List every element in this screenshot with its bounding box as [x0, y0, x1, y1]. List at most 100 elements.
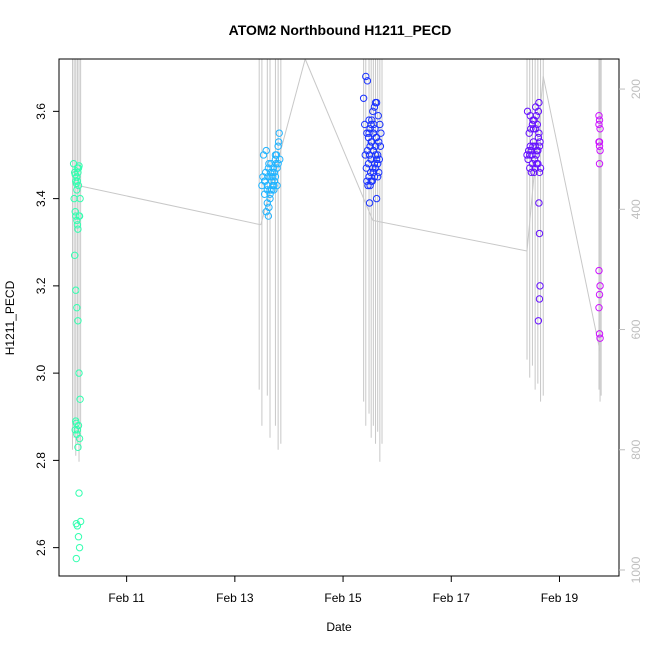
- data-point: [595, 138, 604, 146]
- data-point: [373, 160, 382, 168]
- data-point: [596, 146, 604, 155]
- data-point: [595, 303, 603, 312]
- data-point: [595, 290, 604, 299]
- data-point: [73, 303, 81, 312]
- plot-frame: [58, 58, 620, 577]
- data-point: [596, 282, 604, 290]
- data-point: [372, 98, 381, 107]
- data-point: [274, 138, 283, 146]
- data-point: [595, 142, 604, 150]
- data-point: [74, 164, 83, 172]
- data-point: [368, 177, 376, 185]
- data-point: [372, 155, 381, 164]
- series-4: [523, 98, 545, 325]
- data-point: [533, 160, 541, 168]
- data-point: [267, 173, 275, 181]
- data-point: [74, 533, 83, 541]
- data-point: [366, 181, 374, 190]
- y2-tick-label: 400: [629, 199, 643, 219]
- data-point: [373, 173, 382, 181]
- chart-title: ATOM2 Northbound H1211_PECD: [229, 22, 452, 38]
- data-point: [270, 186, 278, 194]
- data-point: [370, 160, 379, 168]
- data-point: [535, 168, 544, 177]
- data-point: [75, 489, 83, 497]
- data-point: [271, 151, 280, 159]
- data-point: [372, 133, 380, 142]
- data-point: [535, 295, 544, 303]
- data-point: [263, 199, 272, 207]
- data-point: [530, 168, 538, 177]
- data-point: [73, 173, 81, 181]
- data-point: [74, 225, 82, 233]
- data-point: [269, 168, 277, 177]
- trajectory-segment: [77, 185, 261, 226]
- data-point: [364, 181, 372, 190]
- data-point: [371, 142, 380, 150]
- y-tick-label: 2.8: [34, 452, 48, 469]
- data-point: [369, 164, 377, 172]
- data-point: [533, 120, 541, 129]
- series-5: [595, 112, 604, 342]
- x-axis-label: Date: [326, 620, 352, 634]
- data-point: [272, 160, 280, 168]
- data-point: [535, 98, 543, 107]
- data-point: [72, 286, 80, 294]
- data-point: [76, 194, 84, 203]
- data-point: [369, 146, 378, 155]
- data-point: [527, 125, 535, 133]
- y-tick-label: 3.2: [34, 277, 48, 294]
- x-tick-label: Feb 13: [216, 591, 254, 605]
- data-point: [374, 112, 382, 120]
- data-points: [69, 72, 604, 563]
- data-point: [71, 208, 79, 216]
- data-point: [274, 142, 282, 150]
- trajectory-segment: [304, 58, 374, 221]
- data-point: [372, 194, 381, 203]
- series-3: [359, 72, 385, 207]
- data-point: [75, 369, 83, 377]
- data-point: [595, 116, 604, 124]
- pressure-lines: [72, 58, 602, 462]
- data-point: [369, 107, 377, 116]
- trajectory-segment: [542, 76, 601, 352]
- y-axis-label: H1211_PECD: [3, 280, 17, 355]
- y-tick-label: 2.6: [34, 539, 48, 556]
- data-point: [265, 203, 273, 212]
- data-point: [267, 160, 275, 168]
- trajectory-segment: [372, 219, 528, 252]
- data-point: [361, 120, 369, 129]
- data-point: [525, 129, 533, 137]
- data-point: [75, 543, 84, 552]
- data-point: [527, 168, 536, 177]
- data-point: [74, 181, 83, 190]
- data-point: [266, 190, 274, 198]
- data-point: [276, 155, 284, 164]
- data-point: [275, 129, 283, 137]
- data-point: [72, 212, 80, 220]
- data-point: [370, 103, 379, 111]
- data-point: [532, 151, 540, 159]
- data-point: [536, 282, 544, 290]
- data-point: [595, 330, 604, 338]
- data-point: [73, 430, 81, 438]
- data-point: [269, 181, 277, 190]
- data-point: [534, 133, 543, 142]
- data-point: [534, 317, 543, 325]
- data-point: [523, 151, 531, 159]
- data-point: [70, 251, 79, 260]
- data-point: [72, 554, 81, 563]
- y2-tick-label: 600: [629, 319, 643, 339]
- data-point: [273, 164, 281, 172]
- data-point: [365, 116, 373, 124]
- data-point: [377, 129, 385, 137]
- data-point: [371, 151, 380, 159]
- data-point: [76, 395, 84, 404]
- x-tick-label: Feb 15: [324, 591, 362, 605]
- y2-tick-label: 1000: [629, 556, 643, 583]
- data-point: [596, 334, 604, 342]
- data-point: [362, 72, 370, 81]
- data-point: [264, 212, 273, 220]
- series-1: [69, 160, 85, 563]
- data-point: [75, 212, 84, 220]
